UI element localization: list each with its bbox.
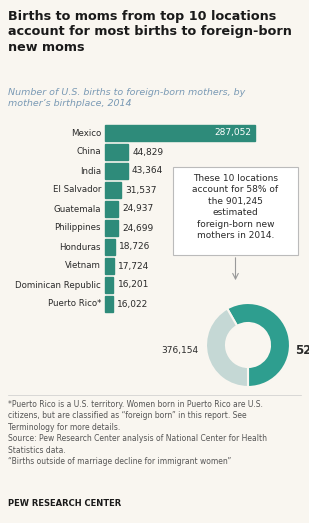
Wedge shape — [206, 309, 248, 387]
Text: Number of U.S. births to foreign-born mothers, by
mother’s birthplace, 2014: Number of U.S. births to foreign-born mo… — [8, 88, 245, 108]
Text: 24,699: 24,699 — [122, 223, 153, 233]
Text: Guatemala: Guatemala — [53, 204, 101, 213]
Text: 44,829: 44,829 — [133, 147, 163, 156]
Bar — [105, 125, 255, 141]
Bar — [105, 182, 121, 198]
Text: PEW RESEARCH CENTER: PEW RESEARCH CENTER — [8, 499, 121, 508]
Text: 287,052: 287,052 — [214, 129, 251, 138]
Text: 18,726: 18,726 — [119, 243, 150, 252]
Text: Vietnam: Vietnam — [65, 262, 101, 270]
Text: 31,537: 31,537 — [125, 186, 157, 195]
FancyBboxPatch shape — [173, 167, 298, 255]
Text: India: India — [80, 166, 101, 176]
Text: Births to moms from top 10 locations
account for most births to foreign-born
new: Births to moms from top 10 locations acc… — [8, 10, 292, 54]
Text: Philippines: Philippines — [54, 223, 101, 233]
Text: El Salvador: El Salvador — [53, 186, 101, 195]
Bar — [105, 163, 128, 179]
Text: 24,937: 24,937 — [122, 204, 153, 213]
Bar — [105, 277, 113, 293]
Wedge shape — [227, 303, 290, 387]
Bar — [105, 239, 115, 255]
Text: Honduras: Honduras — [60, 243, 101, 252]
Text: 376,154: 376,154 — [161, 346, 198, 355]
Bar — [105, 201, 118, 217]
Bar — [105, 144, 129, 160]
Bar — [105, 258, 114, 274]
Text: Dominican Republic: Dominican Republic — [15, 280, 101, 290]
Text: China: China — [76, 147, 101, 156]
Text: 43,364: 43,364 — [132, 166, 163, 176]
Text: 17,724: 17,724 — [118, 262, 150, 270]
Text: Mexico: Mexico — [71, 129, 101, 138]
Bar — [105, 296, 113, 312]
Text: 525,091: 525,091 — [295, 344, 309, 357]
Text: *Puerto Rico is a U.S. territory. Women born in Puerto Rico are U.S.
citizens, b: *Puerto Rico is a U.S. territory. Women … — [8, 400, 267, 466]
Bar — [105, 220, 118, 236]
Text: 16,201: 16,201 — [117, 280, 149, 290]
Text: Puerto Rico*: Puerto Rico* — [48, 300, 101, 309]
Text: 16,022: 16,022 — [117, 300, 149, 309]
Text: These 10 locations
account for 58% of
the 901,245
estimated
foreign-born new
mot: These 10 locations account for 58% of th… — [193, 174, 278, 240]
